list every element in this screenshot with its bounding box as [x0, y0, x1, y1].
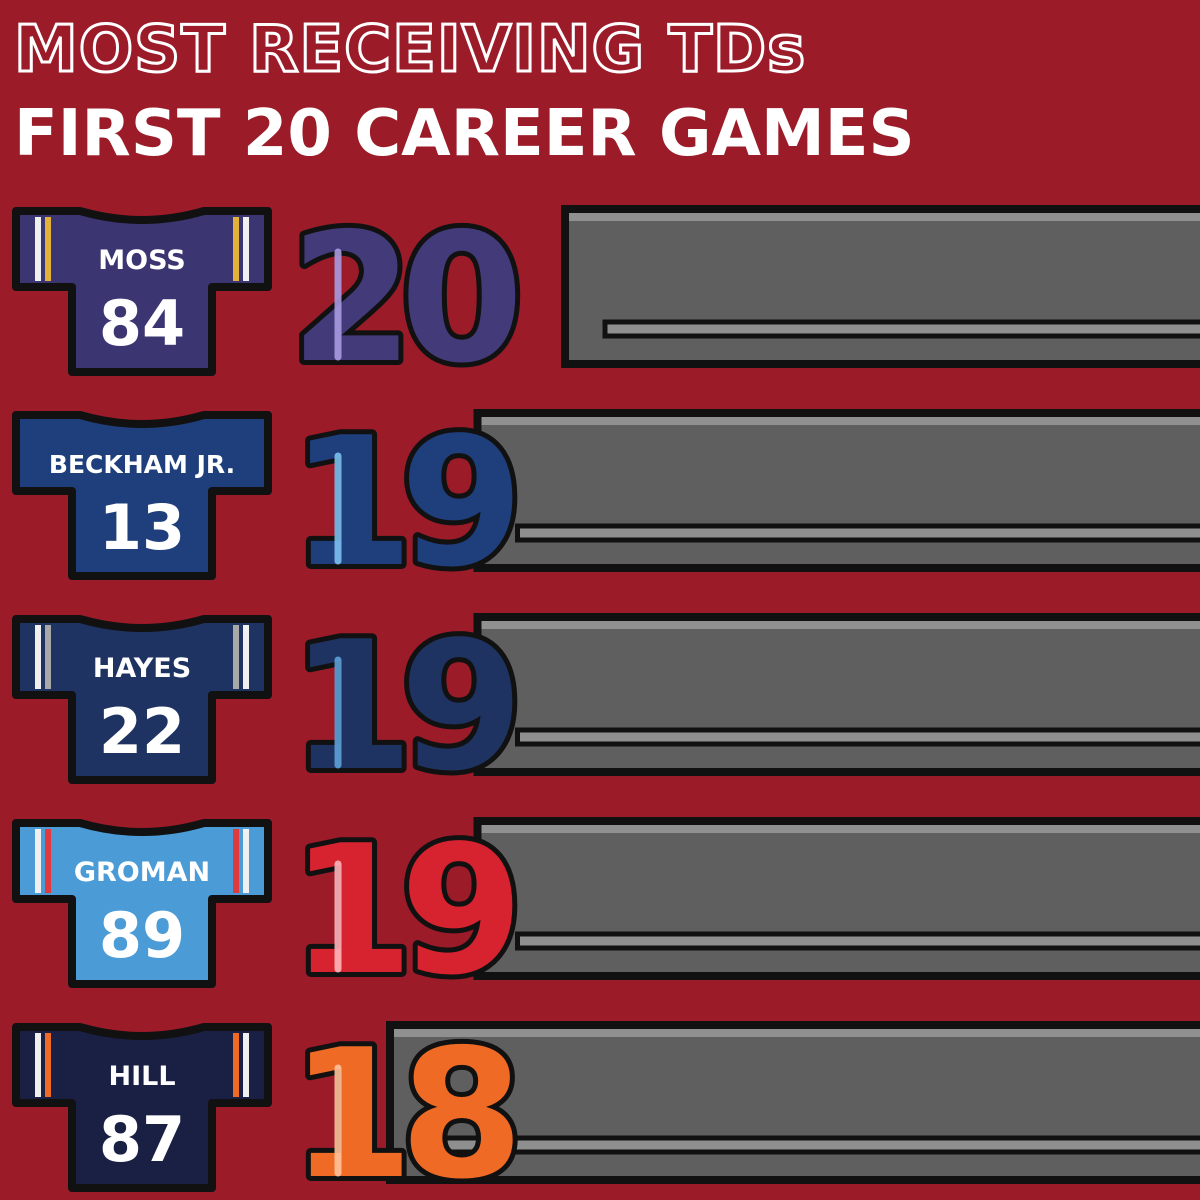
bar-row: BECKHAM JR. 13 19	[12, 394, 1200, 611]
sleeve-stripe	[45, 625, 51, 689]
bar-stripe	[515, 523, 1200, 543]
chart-subtitle: FIRST 20 CAREER GAMES	[14, 97, 915, 171]
bar-highlight	[481, 825, 1200, 833]
sleeve-stripe	[243, 217, 249, 281]
jersey-icon	[12, 1023, 272, 1192]
jersey-number-label: 22	[99, 695, 185, 768]
sleeve-stripe	[45, 1033, 51, 1097]
sleeve-stripe	[35, 625, 41, 689]
jersey-number-label: 89	[99, 899, 185, 972]
bar	[386, 1021, 1200, 1184]
value-label: 18	[290, 1011, 513, 1200]
sleeve-stripe	[243, 829, 249, 893]
bar-highlight	[481, 417, 1200, 425]
value-label: 19	[290, 399, 513, 606]
bar	[561, 205, 1200, 368]
jersey-icon	[12, 207, 272, 376]
bar	[473, 817, 1200, 980]
sleeve-stripe	[233, 625, 239, 689]
jersey-number-label: 84	[99, 287, 185, 360]
sleeve-stripe	[243, 421, 249, 485]
jersey-icon	[12, 615, 272, 784]
sleeve-stripe	[45, 421, 51, 485]
sleeve-stripe	[35, 829, 41, 893]
bar	[473, 613, 1200, 776]
sleeve-stripe	[243, 1033, 249, 1097]
bar-highlight	[569, 213, 1200, 221]
value-label: 19	[290, 603, 513, 810]
jersey-name-label: HILL	[108, 1061, 175, 1092]
jersey-name-label: HAYES	[93, 653, 191, 684]
bar-highlight	[481, 621, 1200, 629]
sleeve-stripe	[233, 421, 239, 485]
bar-stripe	[515, 727, 1200, 747]
bar-stripe	[515, 931, 1200, 951]
jersey-name-label: MOSS	[98, 245, 186, 276]
sleeve-stripe	[233, 217, 239, 281]
value-label: 19	[290, 807, 513, 1014]
sleeve-stripe	[35, 421, 41, 485]
bar-highlight	[394, 1029, 1200, 1037]
sleeve-stripe	[45, 217, 51, 281]
bar-row: MOSS 84 20	[12, 190, 1200, 407]
bar-row: HILL 87 18	[12, 1006, 1200, 1200]
sleeve-stripe	[35, 1033, 41, 1097]
sleeve-stripe	[233, 1033, 239, 1097]
sleeve-stripe	[35, 217, 41, 281]
bar	[473, 409, 1200, 572]
sleeve-stripe	[243, 625, 249, 689]
sleeve-stripe	[45, 829, 51, 893]
jersey-number-label: 13	[99, 491, 185, 564]
jersey-number-label: 87	[99, 1103, 185, 1176]
bar-row: HAYES 22 19	[12, 598, 1200, 815]
jersey-name-label: BECKHAM JR.	[49, 450, 235, 479]
value-label: 20	[290, 195, 516, 402]
jersey-name-label: GROMAN	[74, 857, 210, 888]
chart-title: MOST RECEIVING TDs	[12, 13, 807, 87]
jersey-icon	[12, 819, 272, 988]
sleeve-stripe	[233, 829, 239, 893]
bar-row: GROMAN 89 19	[12, 802, 1200, 1019]
bar-stripe	[427, 1135, 1200, 1155]
bar-stripe	[602, 319, 1200, 339]
jersey-icon	[12, 411, 272, 580]
